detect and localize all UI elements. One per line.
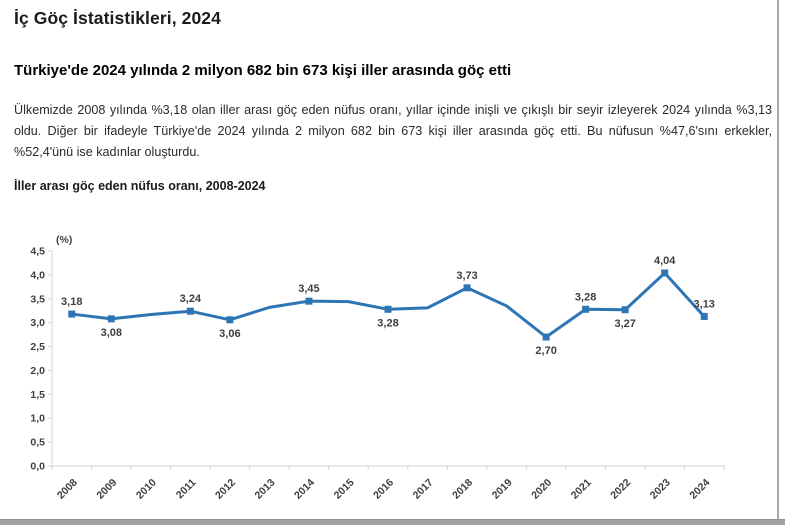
data-point-2008 [68, 310, 76, 318]
x-tick-label-2024: 2024 [687, 477, 712, 502]
data-label-2023: 4,04 [654, 255, 676, 267]
chart-heading: İller arası göç eden nüfus oranı, 2008-2… [14, 179, 266, 193]
window-bottom-edge [0, 519, 785, 525]
data-label-2021: 3,28 [575, 291, 596, 303]
data-point-2014 [305, 297, 313, 305]
data-label-2012: 3,06 [219, 328, 240, 340]
x-tick-label-2016: 2016 [371, 477, 396, 502]
window-right-edge [777, 0, 779, 525]
x-tick-label-2008: 2008 [55, 477, 80, 502]
x-tick-label-2018: 2018 [450, 477, 475, 502]
x-tick-label-2012: 2012 [213, 477, 238, 502]
data-point-2022 [621, 306, 629, 314]
y-tick-label: 2,5 [30, 341, 45, 353]
x-tick-label-2023: 2023 [648, 477, 673, 502]
data-point-2012 [226, 316, 234, 324]
line-chart-svg: (%) 0,0 0,5 1,0 1,5 2,0 2,5 3,0 3,5 4,0 4,5 2008 200… [30, 234, 726, 502]
y-tick-label: 4,0 [30, 269, 45, 281]
y-tick-label: 0,0 [30, 461, 45, 473]
migration-rate-line-chart: (%) 0,0 0,5 1,0 1,5 2,0 2,5 3,0 3,5 4,0 4,5 2008 200… [0, 225, 785, 525]
x-tick-label-2015: 2015 [332, 477, 357, 502]
x-tick-label-2011: 2011 [174, 477, 199, 502]
x-tick-label-2021: 2021 [569, 477, 594, 502]
data-point-2020 [542, 333, 550, 341]
data-point-2021 [582, 305, 590, 313]
x-tick-label-2010: 2010 [134, 477, 159, 502]
data-label-2020: 2,70 [535, 345, 556, 357]
y-tick-label: 3,0 [30, 317, 45, 329]
x-tick-label-2014: 2014 [292, 477, 317, 502]
body-paragraph: Ülkemizde 2008 yılında %3,18 olan iller … [14, 103, 772, 159]
page-subtitle: Türkiye'de 2024 yılında 2 milyon 682 bin… [14, 62, 512, 79]
data-point-2018 [463, 284, 471, 292]
data-label-2024: 3,13 [694, 298, 715, 310]
data-label-2011: 3,24 [180, 293, 202, 305]
page-title: İç Göç İstatistikleri, 2024 [14, 8, 221, 28]
y-tick-label: 3,5 [30, 293, 45, 305]
x-tick-label-2019: 2019 [490, 477, 515, 502]
y-tick-label: 2,0 [30, 365, 45, 377]
data-label-2022: 3,27 [614, 318, 635, 330]
y-tick-label: 0,5 [30, 437, 45, 449]
data-label-2016: 3,28 [377, 317, 398, 329]
data-point-2009 [107, 315, 115, 323]
data-point-2016 [384, 305, 392, 313]
x-tick-label-2013: 2013 [253, 477, 278, 502]
x-tick-label-2009: 2009 [94, 477, 119, 502]
x-tick-label-2022: 2022 [608, 477, 633, 502]
y-axis-unit-label: (%) [56, 234, 72, 246]
y-tick-label: 1,0 [30, 413, 45, 425]
data-point-2024 [700, 312, 708, 320]
y-tick-label: 4,5 [30, 246, 45, 258]
data-label-2014: 3,45 [298, 283, 319, 295]
data-point-2011 [186, 307, 194, 315]
data-label-2009: 3,08 [101, 327, 122, 339]
data-label-2018: 3,73 [456, 270, 477, 282]
data-label-2008: 3,18 [61, 296, 82, 308]
x-tick-label-2020: 2020 [529, 477, 554, 502]
x-tick-label-2017: 2017 [411, 477, 436, 502]
data-point-2023 [661, 269, 669, 277]
y-tick-label: 1,5 [30, 389, 45, 401]
